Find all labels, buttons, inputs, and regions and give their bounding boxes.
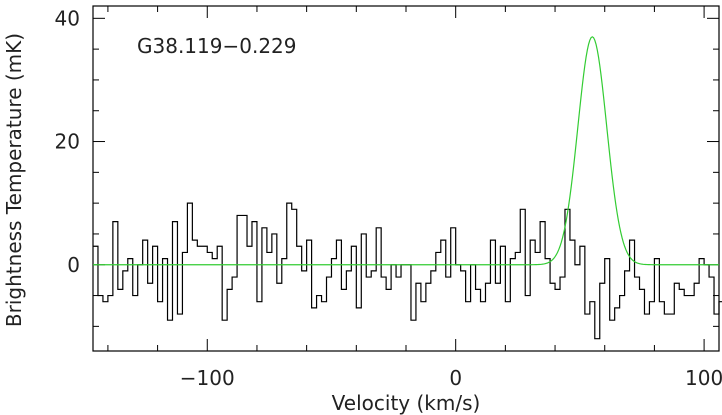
y-tick-label: 0: [67, 253, 80, 277]
x-tick-labels: −100 0 100: [180, 366, 722, 390]
plot-area: [92, 5, 722, 352]
y-tick-label: 20: [55, 130, 80, 154]
source-annotation: G38.119−0.229: [137, 34, 297, 58]
x-tick-label: −100: [180, 366, 235, 390]
gaussian-fit-line: [93, 36, 719, 266]
y-axis-title: Brightness Temperature (mK): [2, 33, 26, 327]
x-tick-label: 0: [449, 366, 462, 390]
y-tick-labels: 0 20 40: [55, 6, 80, 276]
x-axis-title: Velocity (km/s): [332, 391, 481, 415]
x-tick-label: 100: [685, 366, 722, 390]
y-tick-label: 40: [55, 6, 80, 30]
spectrum-step-line: [93, 202, 722, 340]
